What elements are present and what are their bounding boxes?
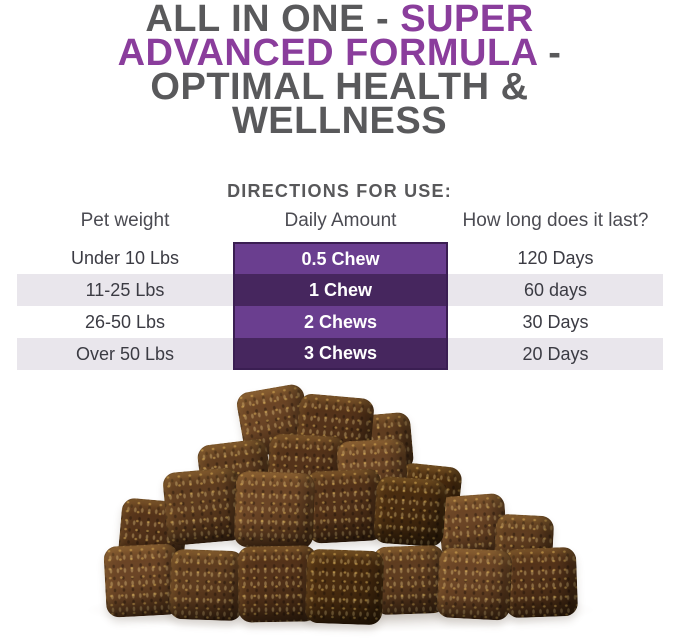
chew-cube — [266, 433, 346, 510]
title-line2-purple: ADVANCED FORMULA — [117, 32, 538, 74]
title-line-4: WELLNESS — [231, 100, 448, 142]
page-title: ALL IN ONE - SUPER ADVANCED FORMULA - OP… — [0, 0, 679, 142]
title-line-2: ADVANCED FORMULA - — [0, 34, 679, 72]
title-line2-gray: - — [537, 32, 562, 74]
amount-cell: 1 Chew — [233, 274, 448, 306]
duration-cell: 30 Days — [522, 311, 589, 332]
title-line-1: ALL IN ONE - SUPER — [0, 0, 679, 38]
title-line1-gray: ALL IN ONE - — [145, 0, 401, 40]
chew-cube — [196, 437, 274, 514]
chew-cube — [436, 547, 513, 621]
dosage-table: Under 10 Lbs 0.5 Chew 120 Days 11-25 Lbs… — [17, 242, 663, 370]
chew-cube — [305, 468, 384, 544]
chew-cube — [336, 438, 409, 508]
chew-cube — [294, 392, 375, 472]
chew-cube — [237, 545, 318, 623]
col-header-duration: How long does it last? — [462, 210, 649, 231]
chew-cube — [234, 382, 314, 459]
chew-cube — [437, 492, 509, 561]
chew-cube — [168, 548, 245, 622]
col-header-pet-weight: Pet weight — [80, 210, 170, 231]
table-row: 11-25 Lbs 1 Chew 60 days — [17, 274, 663, 306]
duration-cell: 120 Days — [517, 247, 594, 268]
duration-cell: 60 days — [448, 274, 663, 306]
chew-cube — [372, 544, 447, 616]
amount-cell: 0.5 Chew — [233, 242, 448, 274]
chew-cube — [493, 513, 555, 573]
amount-cell: 2 Chews — [233, 306, 448, 338]
title-line1-purple: SUPER — [400, 0, 534, 40]
chew-cube — [103, 543, 181, 618]
table-row: Under 10 Lbs 0.5 Chew 120 Days — [17, 242, 663, 274]
weight-cell: Under 10 Lbs — [70, 247, 180, 268]
chew-cube — [503, 546, 579, 619]
chew-cube — [372, 475, 448, 548]
weight-cell: 11-25 Lbs — [17, 274, 233, 306]
chew-cube — [233, 470, 316, 550]
title-line-3: OPTIMAL HEALTH & — [150, 66, 529, 108]
dosage-table-header: Pet weight Daily Amount How long does it… — [17, 208, 663, 234]
chew-cube — [161, 466, 245, 547]
amount-cell: 3 Chews — [233, 338, 448, 370]
weight-cell: 26-50 Lbs — [84, 311, 166, 332]
table-row: 26-50 Lbs 2 Chews 30 Days — [17, 306, 663, 338]
directions-heading: DIRECTIONS FOR USE: — [227, 181, 452, 201]
chew-cube — [349, 411, 415, 475]
pile-ground-shadow — [88, 588, 593, 632]
duration-cell: 20 Days — [448, 338, 663, 370]
chew-cube — [395, 461, 463, 529]
weight-cell: Over 50 Lbs — [17, 338, 233, 370]
col-header-daily-amount: Daily Amount — [284, 210, 397, 231]
chew-cube — [117, 497, 189, 566]
chew-cube — [304, 548, 385, 626]
table-row: Over 50 Lbs 3 Chews 20 Days — [17, 338, 663, 370]
